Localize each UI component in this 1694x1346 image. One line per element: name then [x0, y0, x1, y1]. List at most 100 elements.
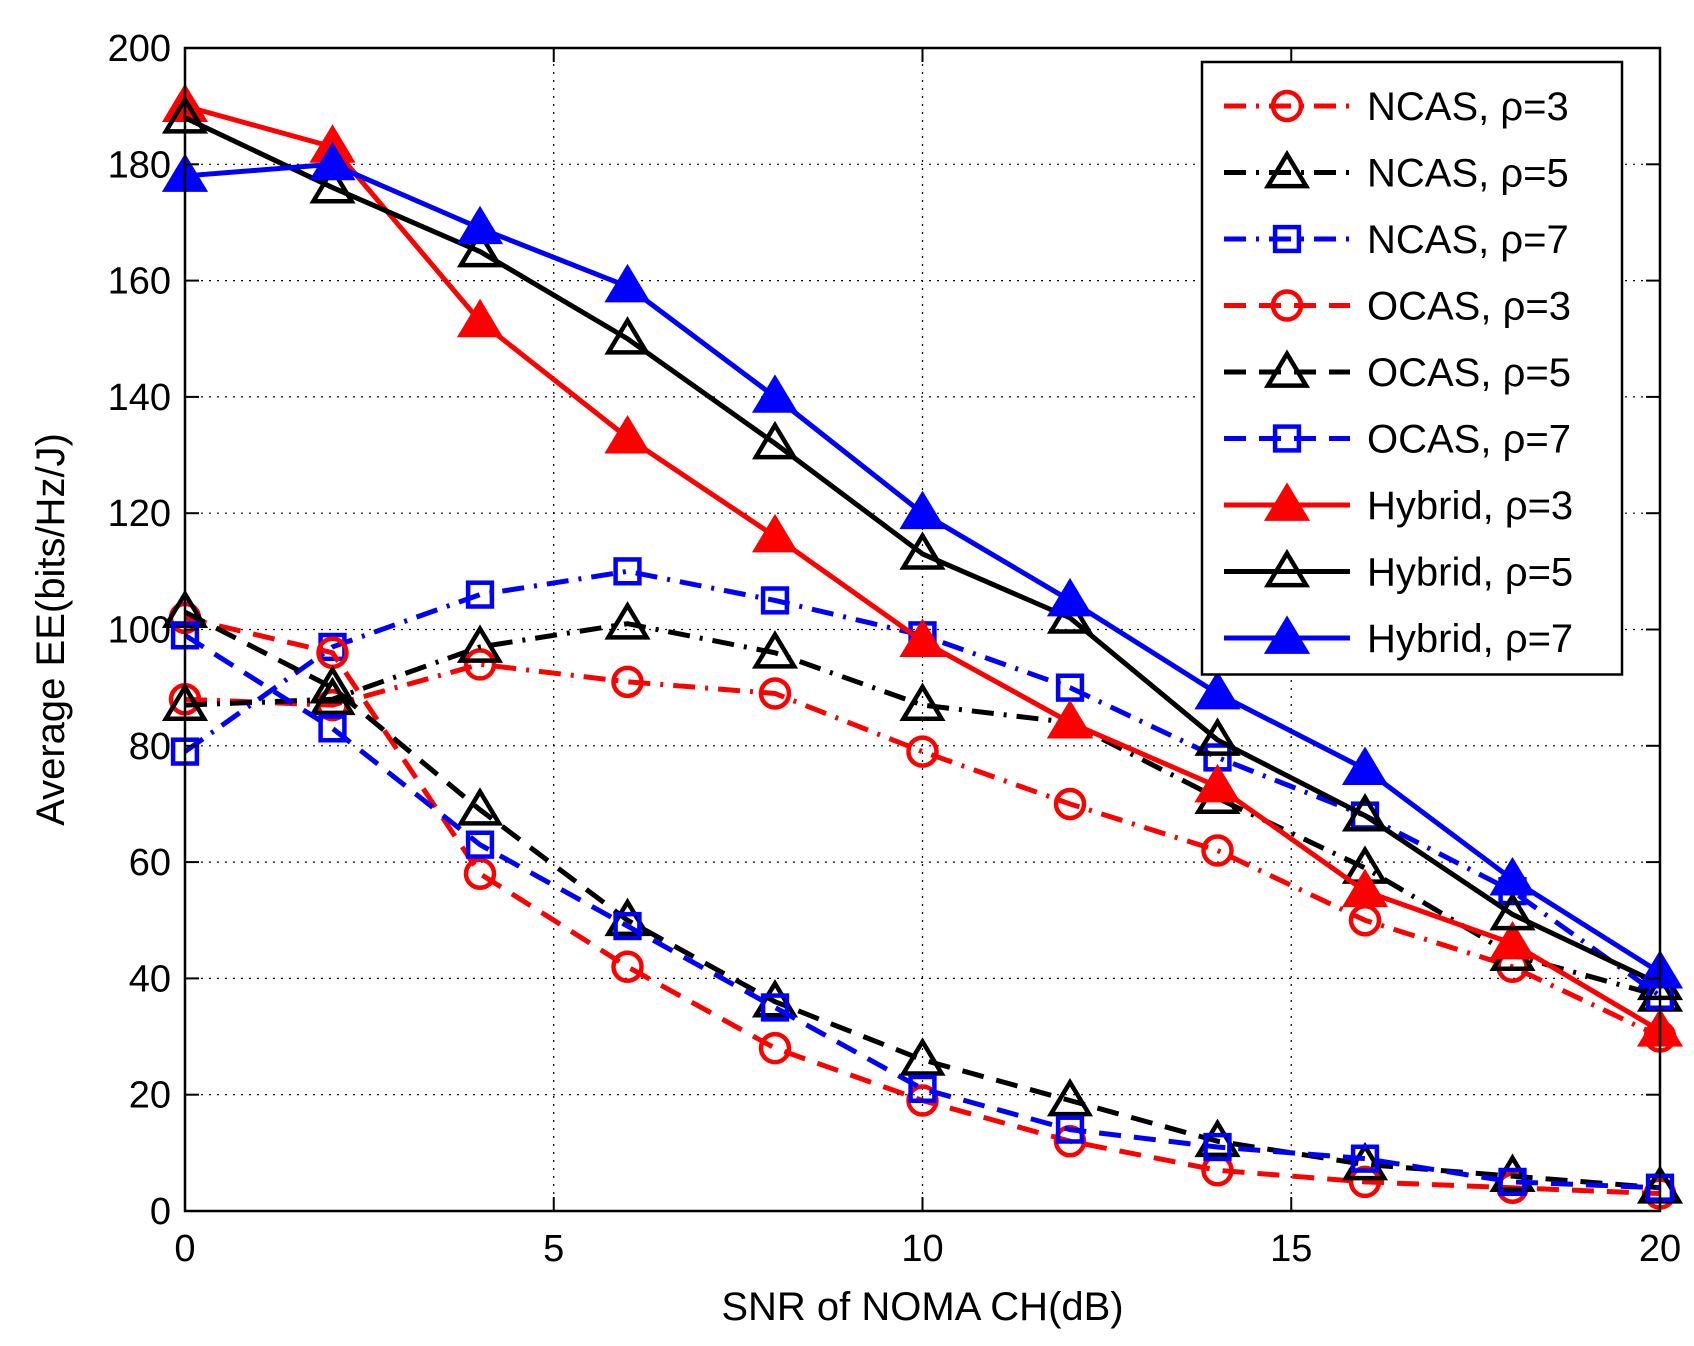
data-point	[309, 665, 356, 704]
legend-entry: Hybrid, ρ=3	[1224, 482, 1573, 528]
series-1	[168, 648, 1677, 1053]
data-point	[1194, 763, 1241, 803]
data-point	[463, 648, 497, 681]
data-point	[1194, 717, 1241, 756]
data-point	[456, 624, 504, 663]
data-point	[1055, 1115, 1085, 1144]
y-tick-label: 140	[108, 377, 171, 419]
y-tick-label: 40	[129, 958, 171, 1000]
series-line	[184, 621, 1661, 999]
data-point	[1489, 920, 1536, 960]
legend-entry: NCAS, ρ=7	[1224, 218, 1569, 262]
data-point	[456, 228, 504, 268]
data-point	[465, 580, 495, 609]
legend-marker	[1263, 615, 1311, 654]
data-point	[604, 263, 651, 303]
data-point	[318, 714, 347, 743]
legend-marker	[1272, 224, 1302, 254]
data-point	[465, 830, 495, 859]
data-point	[760, 993, 790, 1022]
data-point	[456, 205, 504, 245]
legend-marker	[1263, 349, 1311, 388]
legend-label: Hybrid, ρ=7	[1367, 617, 1573, 661]
legend-marker	[1270, 89, 1304, 123]
data-point	[1489, 856, 1536, 896]
data-point	[751, 374, 799, 413]
series-line	[183, 633, 1661, 1191]
series-7	[161, 83, 1684, 1047]
data-point	[1341, 1141, 1389, 1181]
data-point	[899, 531, 946, 570]
x-axis-title: SNR of NOMA CH(dB)	[721, 1285, 1123, 1329]
x-tick-label: 15	[1270, 1228, 1312, 1270]
legend-marker	[1270, 289, 1304, 322]
plot-area	[161, 83, 1684, 1210]
x-tick-label: 5	[543, 1228, 564, 1270]
legend-entry: NCAS, ρ=3	[1224, 85, 1569, 129]
data-point	[751, 513, 799, 553]
legend-label: NCAS, ρ=5	[1367, 152, 1569, 196]
legend-label: OCAS, ρ=3	[1367, 285, 1571, 329]
y-tick-label: 60	[129, 842, 171, 884]
y-axis-title: Average EE(bits/Hz/J)	[29, 433, 73, 826]
legend-label: NCAS, ρ=7	[1367, 218, 1569, 262]
data-point	[613, 557, 642, 586]
data-point	[604, 601, 651, 640]
data-point	[604, 897, 651, 937]
series-line	[184, 661, 1662, 1039]
data-point	[1203, 1132, 1232, 1162]
data-point	[1046, 699, 1094, 739]
data-point	[1341, 793, 1389, 832]
legend-marker	[1263, 548, 1311, 588]
data-point	[1194, 1118, 1241, 1158]
data-point	[908, 1074, 937, 1104]
y-tick-label: 20	[129, 1075, 171, 1117]
data-point	[758, 1031, 792, 1065]
legend-label: OCAS, ρ=7	[1367, 418, 1571, 462]
y-tick-label: 100	[108, 610, 171, 652]
data-point	[1053, 787, 1087, 821]
data-point	[1194, 670, 1241, 710]
legend-entry: OCAS, ρ=3	[1224, 285, 1571, 329]
data-point	[1046, 577, 1094, 617]
data-point	[1350, 1144, 1380, 1173]
data-point	[611, 950, 644, 984]
data-point	[611, 665, 644, 699]
y-tick-label: 120	[108, 493, 171, 535]
data-point	[899, 490, 946, 530]
legend-entry: Hybrid, ρ=5	[1224, 548, 1573, 595]
data-point	[604, 415, 651, 454]
legend-label: Hybrid, ρ=5	[1367, 551, 1573, 595]
y-tick-label: 80	[129, 726, 171, 768]
data-point	[309, 141, 356, 181]
y-tick-label: 0	[150, 1191, 171, 1233]
data-point	[751, 420, 799, 460]
data-point	[1201, 834, 1234, 867]
data-point	[899, 618, 946, 658]
series-line	[183, 115, 1662, 987]
x-tick-label: 0	[174, 1228, 195, 1270]
data-point	[1489, 891, 1536, 931]
x-tick-label: 10	[901, 1228, 943, 1270]
y-tick-label: 180	[108, 144, 171, 186]
data-point	[1348, 1165, 1382, 1199]
legend-label: Hybrid, ρ=3	[1367, 484, 1573, 528]
legend-entry: OCAS, ρ=5	[1224, 349, 1571, 395]
data-point	[751, 630, 799, 669]
legend-entry: OCAS, ρ=7	[1224, 418, 1571, 462]
series-9	[161, 141, 1684, 989]
legend-marker	[1263, 149, 1311, 189]
data-point	[760, 586, 790, 615]
series-line	[183, 568, 1662, 998]
legend-marker	[1263, 482, 1311, 521]
legend-marker	[1272, 424, 1302, 453]
data-point	[604, 316, 651, 355]
x-tick-label: 20	[1639, 1228, 1681, 1270]
data-point	[899, 1037, 946, 1076]
data-point	[899, 682, 946, 721]
data-point	[1498, 1167, 1527, 1197]
data-point	[906, 735, 939, 768]
data-point	[1341, 746, 1389, 785]
